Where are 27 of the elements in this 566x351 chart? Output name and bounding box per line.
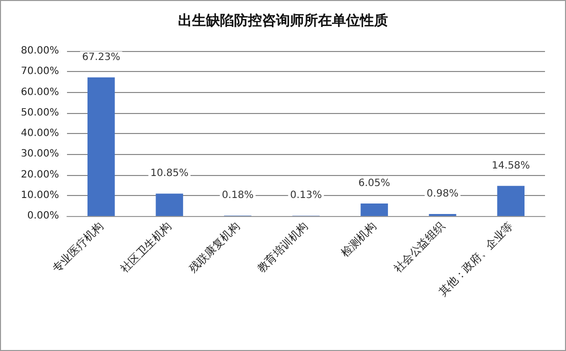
bar — [497, 186, 525, 216]
x-tick-label: 专业医疗机构 — [50, 219, 106, 276]
x-tick-label: 社区卫生机构 — [118, 219, 174, 276]
data-label: 0.98% — [426, 188, 458, 200]
y-tick-label: 20.00% — [20, 169, 59, 180]
x-tick-label: 社会公益组织 — [391, 219, 448, 276]
y-tick-label: 70.00% — [20, 66, 59, 78]
y-tick-label: 30.00% — [20, 148, 59, 160]
data-label: 67.23% — [82, 52, 120, 63]
data-label: 0.13% — [290, 190, 322, 202]
bar — [360, 204, 388, 216]
bar — [156, 194, 184, 216]
y-tick-label: 80.00% — [20, 46, 59, 56]
x-tick-label: 教育培训机构 — [254, 219, 311, 276]
y-tick-label: 40.00% — [20, 128, 59, 139]
y-tick-label: 50.00% — [20, 107, 59, 118]
data-label: 10.85% — [150, 168, 188, 180]
data-label: 14.58% — [492, 160, 530, 172]
data-label: 0.18% — [222, 190, 254, 202]
chart-title: 出生缺陷防控咨询师所在单位性质 — [178, 12, 388, 29]
y-tick-label: 0.00% — [27, 210, 59, 222]
x-tick-label: 残联康复机构 — [186, 219, 242, 276]
y-tick-label: 10.00% — [20, 190, 59, 201]
x-tick-label: 检测机构 — [338, 219, 379, 260]
bar — [87, 77, 115, 216]
data-label: 6.05% — [358, 178, 390, 190]
y-tick-label: 60.00% — [20, 86, 59, 98]
